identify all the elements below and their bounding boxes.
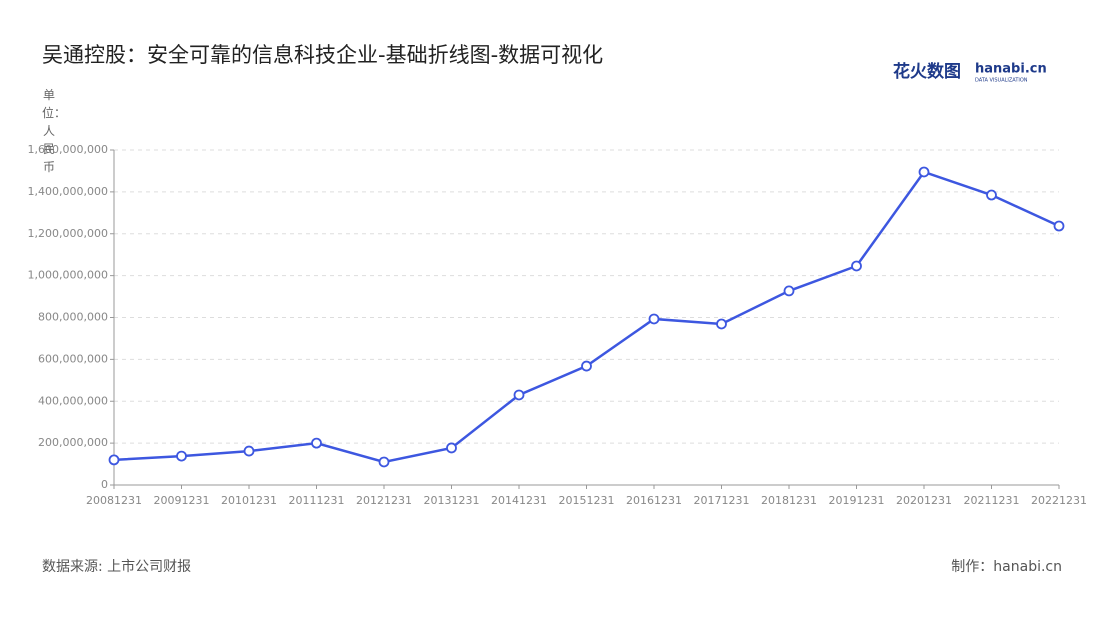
point: [513, 389, 525, 401]
logo-name: 花火数图: [893, 61, 961, 82]
x-tick-label: 20161231: [626, 494, 682, 507]
y-axis-label: 单位：人民币: [42, 88, 67, 174]
point: [648, 313, 660, 325]
x-tick-label: 20181231: [761, 494, 817, 507]
point: [446, 442, 457, 454]
x-tick-label: 20121231: [356, 494, 412, 507]
line: [113, 170, 1060, 464]
point: [851, 260, 862, 272]
x-tick-label: 20101231: [221, 494, 277, 507]
x-tick-label: 20131231: [424, 494, 480, 507]
y-tick-label: 400,000,000: [38, 394, 108, 407]
point: [986, 189, 997, 201]
chart-title: 吴通控股：安全可靠的信息科技企业-基础折线图-数据可视化: [42, 43, 603, 67]
y-tick-label: 1,600,000,000: [28, 143, 108, 156]
y-tick-label: 1,200,000,000: [28, 227, 108, 240]
point: [1053, 220, 1065, 232]
y-tick-label: 1,000,000,000: [28, 269, 108, 282]
x-tick-label: 20151231: [559, 494, 615, 507]
y-tick-label: 0: [101, 478, 108, 491]
x-tick-label: 20091231: [154, 494, 210, 507]
logo-tagline: DATA VISUALIZATION: [975, 78, 1028, 84]
point: [581, 360, 592, 372]
logo-site: hanabi.cn: [975, 62, 1047, 77]
point: [918, 166, 930, 178]
credit: 制作：hanabi.cn: [951, 559, 1062, 575]
x-tick-label: 20081231: [86, 494, 142, 507]
x-tick-label: 20221231: [1031, 494, 1087, 507]
point: [108, 454, 120, 466]
x-tick-label: 20211231: [964, 494, 1020, 507]
y-tick-label: 1,400,000,000: [28, 185, 108, 198]
point: [176, 450, 187, 462]
x-tick-label: 20141231: [491, 494, 547, 507]
y-tick-label: 200,000,000: [38, 436, 108, 449]
x-tick-label: 20111231: [289, 494, 345, 507]
y-tick-label: 800,000,000: [38, 311, 108, 324]
point: [311, 437, 322, 449]
point: [716, 318, 727, 330]
x-tick-label: 20201231: [896, 494, 952, 507]
x-tick-label: 20171231: [694, 494, 750, 507]
point: [783, 285, 795, 297]
y-tick-label: 600,000,000: [38, 352, 108, 365]
point: [378, 456, 390, 468]
point: [243, 445, 255, 457]
x-tick-label: 20191231: [829, 494, 885, 507]
source: 数据来源: 上市公司财报: [42, 558, 191, 575]
